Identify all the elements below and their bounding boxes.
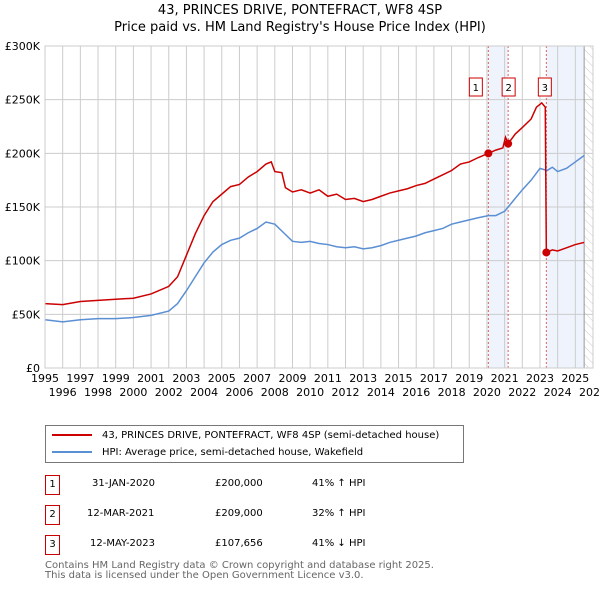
x-tick-label: 2016: [402, 386, 430, 399]
sale-hpi: 41% ↓ HPI: [312, 538, 366, 549]
x-tick-label: 2004: [190, 386, 218, 399]
x-tick-label: 2013: [349, 372, 377, 385]
footer-copyright: Contains HM Land Registry data © Crown c…: [45, 560, 434, 571]
x-tick-label: 2009: [278, 372, 306, 385]
x-tick-label: 2023: [526, 372, 554, 385]
x-tick-label: 2000: [119, 386, 147, 399]
x-tick-label: 2024: [544, 386, 572, 399]
sale-point: [484, 149, 493, 158]
y-tick-label: £100K: [5, 255, 41, 268]
x-tick-label: 1999: [102, 372, 130, 385]
sale-marker-box: 2: [45, 505, 60, 525]
legend-swatch-red: [52, 434, 92, 436]
series-line: [44, 101, 585, 306]
y-tick-label: £300K: [5, 40, 41, 53]
sale-date: 31-JAN-2020: [92, 478, 156, 489]
x-tick-label: 2006: [225, 386, 253, 399]
x-tick-label: 2005: [208, 372, 236, 385]
x-tick-label: 2019: [455, 372, 483, 385]
sale-label: 2: [505, 83, 511, 94]
x-tick-label: 2011: [314, 372, 342, 385]
sale-marker-box: 3: [45, 535, 60, 555]
sale-label-box: [468, 77, 483, 97]
sale-point: [542, 248, 551, 257]
sale-marker-box: 1: [45, 475, 60, 495]
sale-price: £200,000: [215, 478, 263, 489]
legend-swatch-blue: [52, 451, 92, 453]
sale-hpi: 41% ↑ HPI: [312, 478, 366, 489]
footer-licence: This data is licensed under the Open Gov…: [45, 570, 364, 581]
chart-title: 43, PRINCES DRIVE, PONTEFRACT, WF8 4SP: [157, 3, 443, 18]
x-tick-label: 2010: [296, 386, 324, 399]
x-tick-label: 2025: [561, 372, 589, 385]
x-tick-label: 2007: [243, 372, 271, 385]
footer: Contains HM Land Registry data © Crown c…: [45, 561, 434, 581]
x-tick-label: 2012: [332, 386, 360, 399]
y-tick-label: £0: [26, 362, 40, 375]
sale-date: 12-MAY-2023: [90, 538, 156, 549]
chart-subtitle: Price paid vs. HM Land Registry's House …: [114, 20, 486, 35]
sale-row: 2 12-MAR-2021 £209,000 32% ↑ HPI: [45, 505, 465, 525]
x-tick-label: 2017: [420, 372, 448, 385]
sale-row: 3 12-MAY-2023 £107,656 41% ↓ HPI: [45, 535, 465, 555]
legend-item-hpi: HPI: Average price, semi-detached house,…: [52, 444, 363, 460]
y-tick-label: £150K: [5, 201, 41, 214]
legend-label: HPI: Average price, semi-detached house,…: [102, 446, 364, 458]
x-tick-label: 2026: [579, 386, 600, 399]
sale-price: £209,000: [215, 508, 263, 519]
sale-label: 1: [473, 83, 479, 94]
legend-label: 43, PRINCES DRIVE, PONTEFRACT, WF8 4SP (…: [102, 429, 440, 441]
x-tick-label: 2014: [367, 386, 395, 399]
sale-label-box: [537, 77, 552, 97]
sale-label: 3: [542, 83, 548, 94]
plot-border: [44, 45, 594, 369]
x-tick-label: 2001: [137, 372, 165, 385]
series-line: [44, 154, 585, 323]
x-tick-label: 2015: [385, 372, 413, 385]
x-tick-label: 2003: [172, 372, 200, 385]
x-tick-label: 2018: [438, 386, 466, 399]
x-tick-label: 1997: [66, 372, 94, 385]
sale-date: 12-MAR-2021: [87, 508, 155, 519]
x-tick-label: 1995: [31, 372, 59, 385]
y-tick-label: £50K: [12, 308, 41, 321]
x-tick-label: 1998: [84, 386, 112, 399]
legend: 43, PRINCES DRIVE, PONTEFRACT, WF8 4SP (…: [45, 425, 464, 463]
sale-hpi: 32% ↑ HPI: [312, 508, 366, 519]
sale-label-box: [501, 77, 516, 97]
plot-area: 1995199619971998199920002001200220032004…: [5, 40, 600, 399]
sale-row: 1 31-JAN-2020 £200,000 41% ↑ HPI: [45, 475, 465, 495]
legend-item-property: 43, PRINCES DRIVE, PONTEFRACT, WF8 4SP (…: [52, 427, 439, 443]
y-tick-label: £250K: [5, 94, 41, 107]
y-tick-label: £200K: [5, 147, 41, 160]
sale-price: £107,656: [215, 538, 263, 549]
x-tick-label: 2002: [155, 386, 183, 399]
x-tick-label: 2021: [491, 372, 519, 385]
x-tick-label: 2020: [473, 386, 501, 399]
x-tick-label: 2008: [261, 386, 289, 399]
x-tick-label: 1996: [49, 386, 77, 399]
sale-point: [504, 139, 513, 148]
x-tick-label: 2022: [508, 386, 536, 399]
